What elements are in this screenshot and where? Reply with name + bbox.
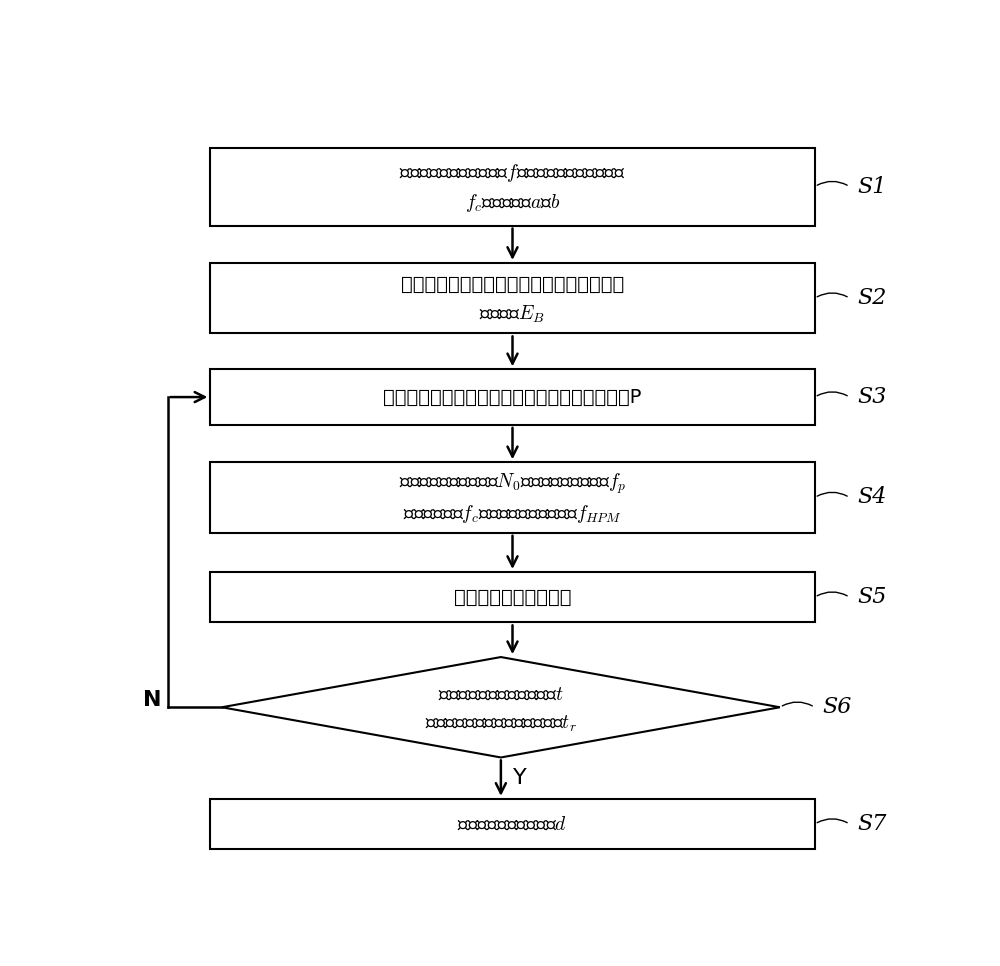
FancyBboxPatch shape (210, 369, 815, 425)
Text: $f_c$和截面尺寸$a$、$b$: $f_c$和截面尺寸$a$、$b$ (465, 192, 560, 213)
Text: 计算等离子体形成时间: 计算等离子体形成时间 (454, 587, 571, 607)
Text: 小于截止频率$f_c$，大于高功率微波频率$f_{HPM}$: 小于截止频率$f_c$，大于高功率微波频率$f_{HPM}$ (403, 503, 622, 525)
Text: S1: S1 (857, 176, 887, 198)
Text: S6: S6 (822, 696, 852, 719)
Text: Y: Y (512, 768, 526, 788)
Text: 根据前门耦合场强值和后门耐受门限值确定: 根据前门耦合场强值和后门耐受门限值确定 (401, 275, 624, 295)
FancyBboxPatch shape (210, 263, 815, 333)
Polygon shape (222, 657, 780, 757)
Text: 是否小于高功率微波的上升时间$t_r$: 是否小于高功率微波的上升时间$t_r$ (425, 714, 577, 734)
Text: 计算得到填充气体厚度$d$: 计算得到填充气体厚度$d$ (457, 814, 568, 834)
Text: S7: S7 (857, 813, 887, 835)
FancyBboxPatch shape (210, 462, 815, 533)
Text: S4: S4 (857, 487, 887, 508)
Text: 选择填充气体以及所述填充气体对应的气体压强P: 选择填充气体以及所述填充气体对应的气体压强P (383, 387, 642, 407)
Text: 选定填充后的电子密度$N_0$，使得等离子体频率$f_p$: 选定填充后的电子密度$N_0$，使得等离子体频率$f_p$ (399, 471, 626, 497)
FancyBboxPatch shape (210, 799, 815, 849)
Text: S5: S5 (857, 586, 887, 609)
Text: 判断所述等离子体形成时间$t$: 判断所述等离子体形成时间$t$ (438, 684, 564, 703)
Text: S3: S3 (857, 386, 887, 408)
FancyBboxPatch shape (210, 148, 815, 226)
Text: N: N (143, 690, 161, 710)
Text: 击穿场强$E_B$: 击穿场强$E_B$ (479, 304, 546, 326)
Text: S2: S2 (857, 287, 887, 309)
Text: 根据正常传输信号的频率$f$确定矩形波导的截止频率: 根据正常传输信号的频率$f$确定矩形波导的截止频率 (399, 162, 626, 185)
FancyBboxPatch shape (210, 572, 815, 622)
